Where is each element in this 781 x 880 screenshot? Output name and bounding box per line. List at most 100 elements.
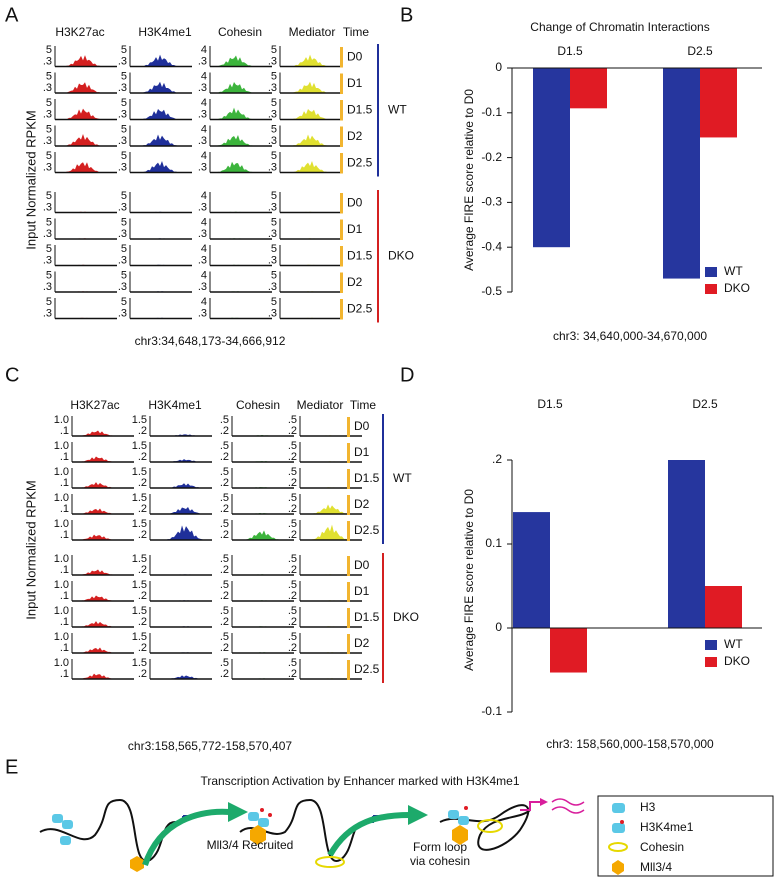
track-scale: .5: [288, 579, 297, 591]
time-marker: [347, 608, 350, 628]
track-signal: [130, 81, 190, 93]
track-scale: 5: [121, 296, 127, 308]
chart-title: Change of Chromatin Interactions: [530, 20, 709, 34]
y-tick-label: 0.1: [485, 536, 502, 550]
category-label: D2.5: [692, 397, 718, 411]
track-signal: [300, 504, 360, 514]
track-scale: 4: [201, 269, 207, 281]
y-tick-label: 0: [495, 620, 502, 634]
step-label: Form loop: [413, 840, 467, 854]
axis-title: Input Normalized RPKM: [23, 110, 38, 249]
track-signal: [150, 675, 210, 679]
track-scale: .2: [138, 642, 147, 654]
time-label: D2: [347, 129, 363, 143]
track-signal: [72, 534, 132, 540]
legend-swatch: [705, 640, 717, 650]
track-scale: 4: [201, 190, 207, 202]
track-scale: 1.0: [54, 605, 69, 617]
time-label: D2.5: [347, 301, 373, 315]
y-tick-label: -0.3: [481, 195, 502, 209]
track-scale: .2: [220, 668, 229, 680]
track-scale: 5: [121, 123, 127, 135]
track-scale: 5: [46, 269, 52, 281]
bar: [533, 68, 570, 248]
track-scale: 1.0: [54, 631, 69, 643]
track-scale: .3: [43, 135, 52, 147]
track-signal: [150, 506, 210, 514]
track-signal: [210, 161, 270, 173]
track-scale: .1: [60, 668, 69, 680]
time-marker: [340, 100, 343, 121]
column-header: H3K27ac: [55, 25, 104, 39]
time-marker: [340, 47, 343, 68]
time-label: D0: [354, 419, 370, 433]
track-scale: .5: [220, 466, 229, 478]
track-scale: .3: [43, 82, 52, 94]
track-scale: .2: [288, 668, 297, 680]
time-marker: [347, 582, 350, 602]
track-scale: 5: [46, 44, 52, 56]
track-scale: .5: [288, 553, 297, 565]
region-label: chr3:158,565,772-158,570,407: [128, 739, 292, 753]
column-header: Cohesin: [218, 25, 262, 39]
time-label: D0: [347, 195, 363, 209]
category-label: D1.5: [557, 44, 583, 58]
track-scale: 5: [46, 216, 52, 228]
column-header: H3K4me1: [148, 398, 202, 412]
track-scale: .5: [220, 657, 229, 669]
track-scale: .3: [43, 161, 52, 173]
track-scale: .2: [288, 503, 297, 515]
track-signal: [130, 54, 190, 67]
track-scale: 1.5: [132, 553, 147, 565]
track-scale: .2: [288, 451, 297, 463]
legend-label: WT: [724, 264, 743, 278]
track-scale: .2: [138, 590, 147, 602]
panel-letter: C: [5, 364, 19, 386]
track-scale: 5: [46, 97, 52, 109]
time-label: D0: [354, 558, 370, 572]
track-scale: .2: [288, 642, 297, 654]
track-scale: .1: [60, 425, 69, 437]
y-tick-label: -0.2: [481, 150, 502, 164]
track-scale: .5: [288, 466, 297, 478]
track-scale: .2: [220, 564, 229, 576]
track-scale: .5: [288, 631, 297, 643]
group-label: WT: [388, 102, 407, 116]
track-scale: .2: [138, 564, 147, 576]
column-header: Mediator: [297, 398, 344, 412]
track-scale: 5: [46, 296, 52, 308]
time-marker: [347, 634, 350, 654]
legend-label: H3: [640, 800, 656, 814]
group-label: DKO: [388, 248, 414, 262]
step-label: via cohesin: [410, 854, 470, 868]
track-scale: .2: [138, 477, 147, 489]
time-marker: [340, 153, 343, 174]
time-label: D2.5: [347, 155, 373, 169]
diagram: [39, 795, 774, 877]
track-scale: 5: [271, 150, 277, 162]
bar: [668, 460, 705, 628]
track-scale: .3: [43, 201, 52, 213]
track-scale: 5: [121, 269, 127, 281]
track-scale: .1: [60, 590, 69, 602]
track-scale: .5: [288, 440, 297, 452]
track-scale: 5: [271, 44, 277, 56]
bar: [550, 628, 587, 673]
track-scale: 1.0: [54, 440, 69, 452]
time-marker: [347, 495, 350, 515]
track-scale: .2: [288, 529, 297, 541]
track-scale: .3: [268, 135, 277, 147]
track-scale: 5: [46, 243, 52, 255]
time-marker: [340, 299, 343, 320]
track-scale: .2: [288, 590, 297, 602]
track-signal: [280, 54, 340, 67]
bar: [700, 68, 737, 138]
track-scale: .2: [220, 529, 229, 541]
track-scale: 5: [121, 70, 127, 82]
track-scale: .3: [198, 254, 207, 266]
time-marker: [347, 443, 350, 463]
track-signal: [210, 135, 270, 146]
track-scale: .2: [220, 477, 229, 489]
track-scale: .3: [268, 108, 277, 120]
track-signal: [72, 621, 132, 627]
